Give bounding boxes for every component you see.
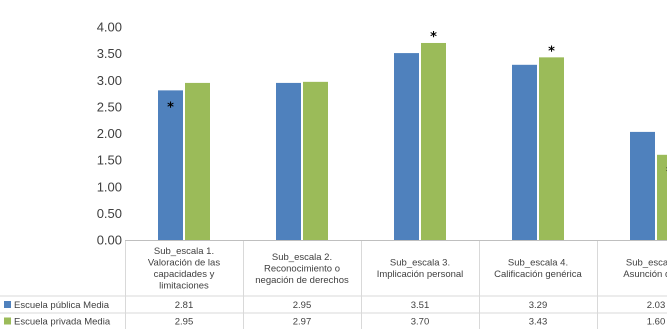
significance-star: * — [430, 30, 437, 45]
bar-privada-3 — [421, 42, 446, 240]
table-cell-value: 2.03 — [647, 300, 666, 311]
table-cell-value: 2.97 — [293, 317, 312, 328]
table-cell-value: 2.95 — [175, 317, 194, 328]
table-cell-value: 2.81 — [175, 300, 194, 311]
table-cell-value: 2.95 — [293, 300, 312, 311]
category-label: Sub_escala 2. — [272, 252, 332, 263]
legend-swatch — [4, 301, 11, 308]
bar-publica-1 — [158, 90, 183, 241]
legend-label: Escuela privada Media — [14, 317, 111, 328]
y-tick-label: 0.50 — [97, 206, 122, 221]
bar-privada-4 — [539, 57, 564, 240]
legend-label: Escuela pública Media — [14, 300, 110, 311]
bar-privada-5 — [657, 154, 667, 240]
y-tick-label: 3.50 — [97, 46, 122, 61]
y-tick-label: 3.00 — [97, 73, 122, 88]
legend-swatch — [4, 317, 11, 325]
category-label: Valoración de las — [148, 258, 220, 269]
category-label: Calificación genérica — [494, 269, 582, 280]
significance-star: * — [167, 100, 174, 115]
category-label: Sub_escala 4. — [508, 258, 568, 269]
data-table: Sub_escala 1.Valoración de lascapacidade… — [0, 240, 667, 329]
category-label: capacidades y — [154, 269, 215, 280]
category-label: Sub_escala 5. — [626, 258, 667, 269]
category-label: limitaciones — [159, 281, 209, 292]
table-cell-value: 3.29 — [529, 300, 548, 311]
table-cell-value: 3.51 — [411, 300, 430, 311]
significance-star: * — [548, 44, 555, 59]
bar-publica-2 — [276, 82, 301, 240]
category-label: negación de derechos — [255, 275, 349, 286]
category-label: Reconocimiento o — [264, 263, 340, 274]
category-label: Sub_escala 1. — [154, 246, 214, 257]
bar-privada-1 — [185, 82, 210, 240]
table-cell-value: 1.60 — [647, 317, 666, 328]
y-tick-label: 2.50 — [97, 99, 122, 114]
category-label: Asunción de rol — [623, 269, 667, 280]
y-tick-label: 4.00 — [97, 20, 122, 35]
bar-publica-4 — [512, 64, 537, 241]
y-tick-label: 1.00 — [97, 179, 122, 194]
category-label: Sub_escala 3. — [390, 258, 450, 269]
y-tick-label: 0.00 — [97, 233, 122, 248]
bar-privada-2 — [303, 81, 328, 240]
bars — [158, 42, 667, 241]
bar-publica-3 — [394, 53, 419, 240]
y-axis: 0.00 0.50 1.00 1.50 2.00 2.50 3.00 3.50 4.00 — [97, 20, 122, 248]
table-cell-value: 3.70 — [411, 317, 430, 328]
bar-publica-5 — [630, 131, 655, 240]
y-tick-label: 2.00 — [97, 126, 122, 141]
category-label: Implicación personal — [377, 269, 464, 280]
y-tick-label: 1.50 — [97, 153, 122, 168]
table-cell-value: 3.43 — [529, 317, 548, 328]
